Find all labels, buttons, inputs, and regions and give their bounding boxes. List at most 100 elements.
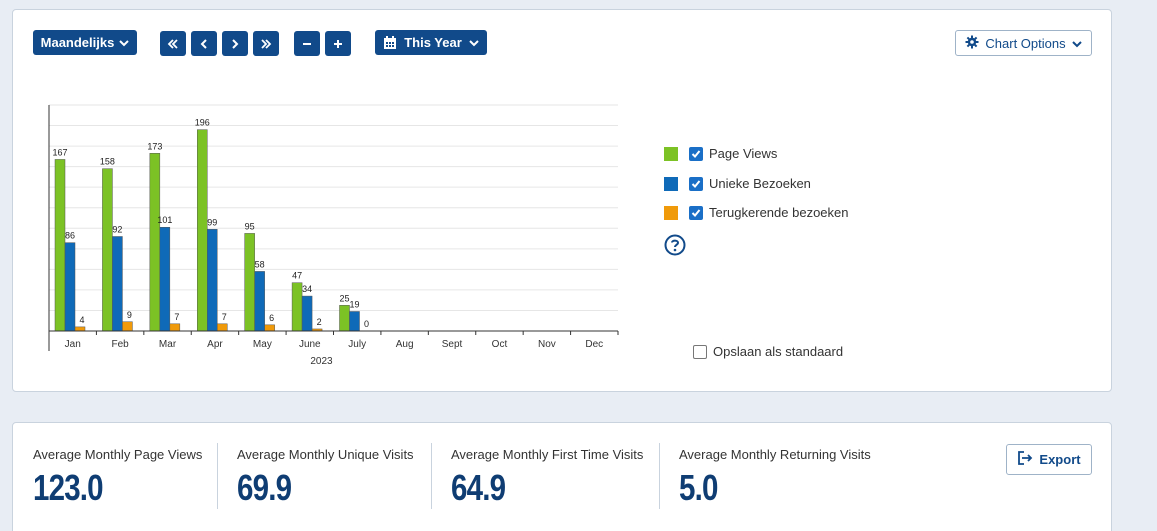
x-tick-label: Dec (585, 339, 603, 350)
chevron-down-icon (119, 39, 130, 47)
x-tick-label: Sept (442, 339, 463, 350)
bar (169, 323, 181, 332)
divider (431, 443, 432, 509)
chart-card: Maandelijks (12, 9, 1112, 392)
x-tick-label: July (348, 339, 366, 350)
data-label: 101 (157, 215, 172, 225)
bar (349, 311, 360, 332)
bar (217, 323, 228, 332)
legend-label: Page Views (709, 146, 778, 161)
stat-value: 5.0 (679, 467, 718, 508)
gear-icon (965, 35, 979, 52)
x-tick-label: Aug (396, 339, 414, 350)
export-label: Export (1039, 452, 1081, 467)
bar (54, 159, 66, 332)
data-label: 34 (302, 284, 312, 294)
bar (339, 305, 350, 332)
chart-options-label: Chart Options (985, 35, 1066, 51)
data-label: 47 (292, 271, 302, 281)
bar (112, 236, 123, 332)
save-default-label: Opslaan als standaard (713, 344, 844, 359)
chevron-down-icon (469, 39, 479, 47)
save-as-default[interactable]: Opslaan als standaard (693, 344, 843, 359)
legend-label: Unieke Bezoeken (709, 176, 811, 191)
data-label: 86 (65, 231, 75, 241)
bar (74, 326, 86, 332)
data-label: 95 (245, 221, 255, 231)
stat-label: Average Monthly Page Views (33, 447, 203, 462)
bar (207, 229, 218, 332)
period-dropdown[interactable]: Maandelijks (33, 30, 137, 55)
page-views-checkbox[interactable] (689, 146, 703, 161)
zoom-in-button[interactable] (325, 31, 351, 56)
period-dropdown-label: Maandelijks (40, 35, 115, 50)
x-tick-label: Nov (538, 339, 556, 350)
data-label: 6 (269, 313, 274, 323)
stat-label: Average Monthly Unique Visits (237, 447, 414, 462)
legend-label: Terugkerende bezoeken (709, 205, 849, 220)
data-label: 0 (364, 319, 369, 329)
bar (301, 295, 313, 332)
divider (217, 443, 218, 509)
next-period-button[interactable] (222, 31, 248, 56)
x-tick-label: Apr (207, 339, 223, 350)
data-label: 92 (112, 224, 122, 234)
bar (149, 153, 161, 332)
data-label: 9 (127, 310, 132, 320)
data-label: 58 (255, 259, 265, 269)
data-label: 25 (339, 293, 349, 303)
divider (659, 443, 660, 509)
chevron-down-icon (1071, 36, 1082, 51)
chevron-right-icon (231, 38, 239, 49)
x-tick-label: Mar (159, 339, 177, 350)
x-tick-label: Feb (112, 339, 130, 350)
previous-period-button[interactable] (191, 31, 217, 56)
first-period-button[interactable] (160, 31, 186, 56)
unique-visits-checkbox[interactable] (689, 176, 703, 191)
bar (244, 233, 255, 332)
bar (197, 129, 208, 332)
date-range-label: This Year (404, 35, 462, 50)
data-label: 2 (317, 317, 322, 327)
returning-visits-checkbox[interactable] (689, 205, 703, 220)
bar (64, 242, 76, 332)
x-tick-label: Jan (65, 339, 81, 350)
data-label: 173 (147, 141, 162, 151)
export-button[interactable]: Export (1006, 444, 1092, 475)
date-range-dropdown[interactable]: This Year (375, 30, 487, 55)
bar (254, 271, 265, 332)
x-axis-label: 2023 (310, 356, 333, 367)
data-label: 158 (100, 157, 115, 167)
data-label: 167 (52, 147, 67, 157)
double-chevron-left-icon (167, 38, 179, 49)
chart-options-button[interactable]: Chart Options (955, 30, 1092, 56)
export-icon (1017, 451, 1033, 468)
stat-value: 123.0 (33, 467, 104, 508)
legend-swatch (664, 146, 678, 161)
calendar-icon (383, 35, 397, 50)
bar (291, 282, 303, 332)
bar (102, 168, 113, 332)
stat-label: Average Monthly First Time Visits (451, 447, 644, 462)
bar (122, 321, 133, 332)
data-label: 4 (79, 315, 84, 325)
x-tick-label: June (299, 339, 321, 350)
legend-swatch (664, 205, 678, 220)
plus-icon (333, 39, 343, 49)
save-default-checkbox[interactable] (693, 344, 707, 359)
stat-label: Average Monthly Returning Visits (679, 447, 871, 462)
chevron-left-icon (200, 38, 208, 49)
data-label: 99 (207, 217, 217, 227)
legend-item-returning-visits: Terugkerende bezoeken (664, 205, 849, 220)
zoom-out-button[interactable] (294, 31, 320, 56)
data-label: 7 (222, 312, 227, 322)
stat-value: 64.9 (451, 467, 506, 508)
stats-card: Average Monthly Page Views 123.0 Average… (12, 422, 1112, 531)
data-label: 19 (349, 299, 359, 309)
data-label: 196 (195, 118, 210, 128)
help-icon[interactable] (664, 234, 686, 261)
bar (264, 324, 275, 332)
last-period-button[interactable] (253, 31, 279, 56)
minus-icon (302, 39, 312, 49)
